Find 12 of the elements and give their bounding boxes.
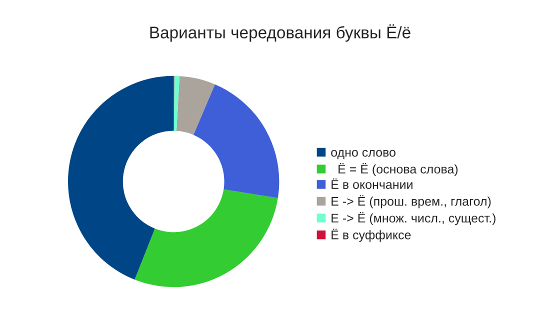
legend-label: Ё в окончании	[332, 178, 412, 189]
chart-title: Варианты чередования буквы Ё/ё	[150, 24, 410, 42]
legend-label: Е -> Ё (прош. врем., глагол)	[332, 195, 491, 208]
legend-label: Ё в суффиксе	[332, 228, 411, 242]
donut-slice	[134, 189, 278, 288]
legend-label: Е -> Ё (множ. числ., сущест.)	[332, 212, 496, 226]
legend-label: Ё = Ё (основа слова)	[338, 162, 458, 176]
legend-label: одно слово	[331, 150, 396, 160]
donut-slice	[68, 76, 174, 280]
donut-slice	[176, 76, 215, 135]
donut-slice	[193, 84, 280, 198]
donut-slice	[174, 76, 180, 131]
